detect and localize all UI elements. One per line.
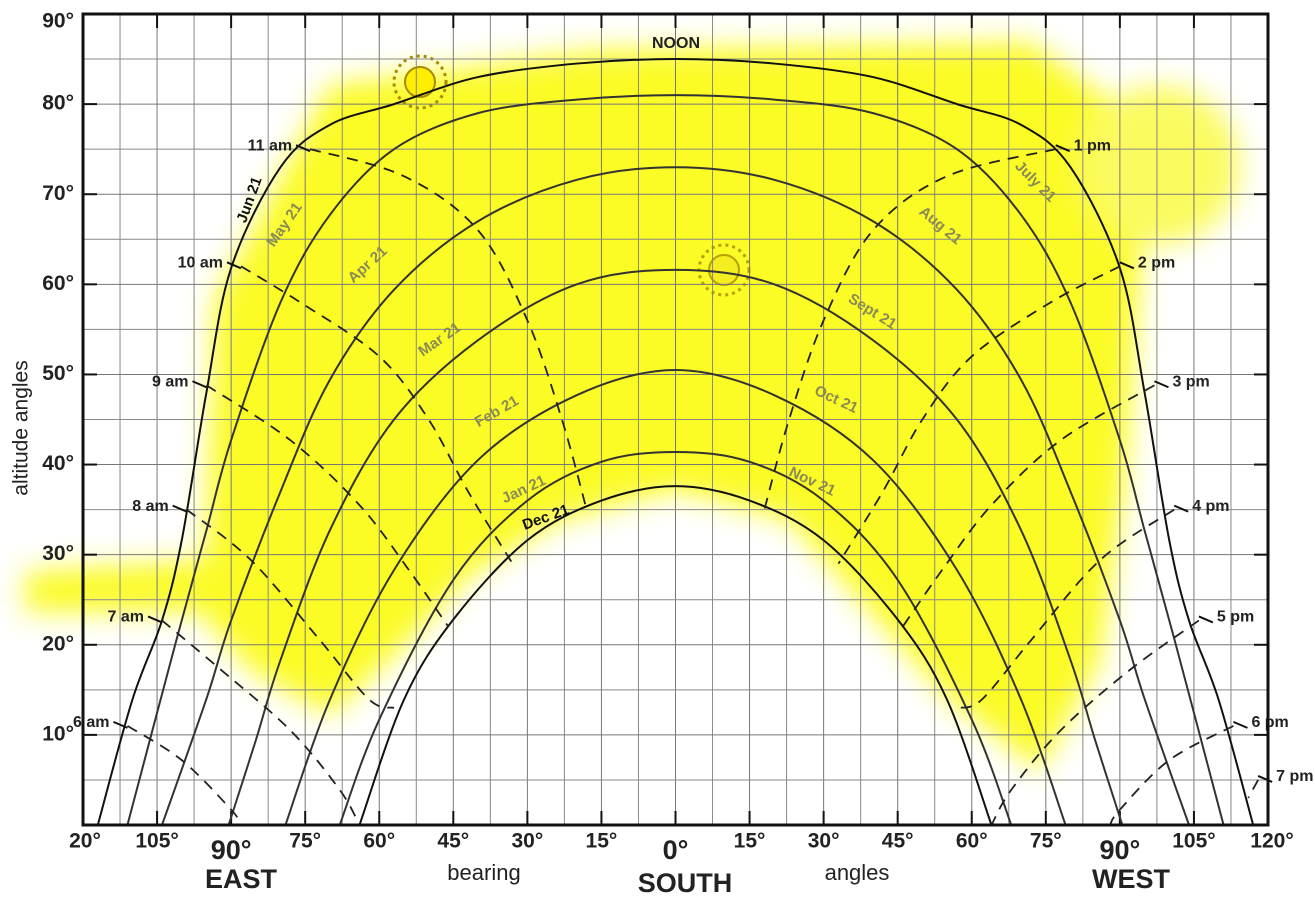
month-curve	[96, 58, 1255, 826]
direction-label: WEST	[1092, 864, 1171, 894]
hour-label: 7 am	[108, 609, 144, 626]
x-tick-label: 45°	[882, 830, 914, 853]
month-curve	[126, 94, 1225, 826]
hour-line	[1109, 725, 1234, 826]
y-tick-label: 50°	[42, 362, 74, 385]
y-axis-label: altitude angles	[10, 360, 33, 495]
x-tick-label: 0°	[663, 835, 689, 865]
hour-line	[161, 619, 361, 826]
plot-frame	[81, 12, 1270, 827]
hour-label: 3 pm	[1172, 373, 1209, 390]
hour-line	[1247, 779, 1259, 799]
hour-label: 4 pm	[1192, 498, 1229, 515]
hour-line	[990, 619, 1200, 826]
y-tick-label: 20°	[42, 632, 74, 655]
y-tick-label: 30°	[42, 542, 74, 565]
x-tick-label: 45°	[437, 830, 469, 853]
hour-label: 5 pm	[1217, 609, 1254, 626]
x-tick-label: 75°	[289, 830, 321, 853]
y-tick-label: 90°	[42, 10, 74, 33]
noon-label: NOON	[652, 35, 700, 52]
y-tick-label: 10°	[42, 722, 74, 745]
y-tick-label: 60°	[42, 272, 74, 295]
hour-line	[205, 384, 450, 628]
x-tick-label: 90°	[1099, 835, 1140, 865]
hour-label: 8 am	[132, 498, 168, 515]
x-tick-label: 15°	[734, 830, 766, 853]
hour-tick	[1173, 504, 1189, 513]
hour-line	[901, 384, 1155, 628]
hour-label: 6 am	[73, 714, 109, 731]
x-tick-label: 60°	[956, 830, 988, 853]
hour-line	[126, 725, 242, 826]
month-curve	[161, 166, 1190, 826]
hour-tick	[147, 615, 163, 624]
hour-label: 9 am	[152, 373, 188, 390]
hour-tick	[1055, 144, 1071, 153]
month-curve	[358, 485, 993, 826]
axis-caption: bearing	[447, 860, 520, 885]
x-tick-label: 105°	[135, 830, 178, 853]
axis-caption: angles	[825, 860, 890, 885]
hour-label: 10 am	[178, 255, 223, 272]
hour-label: 1 pm	[1074, 137, 1111, 154]
y-tick-label: 80°	[42, 92, 74, 115]
sun-icon	[392, 54, 448, 110]
x-tick-label: 120°	[1250, 830, 1293, 853]
hour-line	[837, 265, 1121, 565]
hour-tick	[1233, 720, 1248, 729]
plot-lines	[96, 58, 1273, 826]
hour-tick	[1154, 380, 1169, 389]
hour-label: 11 am	[248, 137, 292, 154]
x-tick-label: 30°	[808, 830, 840, 853]
x-tick-label: 105°	[1172, 830, 1215, 853]
month-curve	[338, 450, 1013, 826]
hour-tick	[1198, 615, 1214, 624]
direction-label: EAST	[205, 864, 278, 894]
x-tick-label: 20°	[69, 830, 101, 853]
y-tick-label: 40°	[42, 452, 74, 475]
hour-tick	[226, 261, 242, 270]
hour-line	[240, 265, 514, 565]
x-tick-label: 90°	[211, 835, 252, 865]
hour-tick	[1119, 261, 1135, 270]
month-curve	[227, 268, 1124, 826]
hour-tick	[172, 504, 188, 513]
hour-tick	[1257, 775, 1273, 783]
hour-line	[309, 148, 588, 510]
direction-label: SOUTH	[638, 868, 733, 898]
x-tick-label: 75°	[1030, 830, 1062, 853]
hour-tick	[192, 380, 207, 389]
x-tick-label: 15°	[586, 830, 618, 853]
hour-line	[763, 148, 1056, 510]
hour-label: 7 pm	[1276, 768, 1313, 785]
hour-label: 2 pm	[1138, 255, 1175, 272]
x-tick-label: 60°	[363, 830, 395, 853]
x-tick-label: 30°	[511, 830, 543, 853]
hour-label: 6 pm	[1251, 714, 1288, 731]
y-tick-label: 70°	[42, 182, 74, 205]
hour-line	[186, 508, 395, 709]
hour-tick	[113, 720, 128, 729]
hour-tick	[295, 144, 311, 153]
month-curve	[284, 368, 1067, 826]
